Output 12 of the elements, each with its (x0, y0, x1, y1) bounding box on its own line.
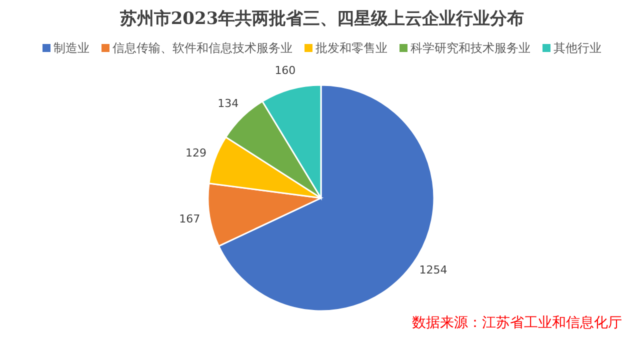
data-label: 167 (179, 212, 200, 226)
source-note: 数据来源：江苏省工业和信息化厅 (412, 315, 622, 331)
data-label: 129 (186, 146, 207, 160)
data-label: 160 (274, 64, 296, 77)
legend-label: 其他行业 (554, 41, 602, 55)
legend-label: 信息传输、软件和信息技术服务业 (112, 41, 292, 55)
data-label: 1254 (419, 263, 448, 276)
legend-label: 批发和零售业 (316, 41, 388, 55)
chart-title: 苏州市2023年共两批省三、四星级上云企业行业分布 (118, 9, 524, 29)
legend-label: 科学研究和技术服务业 (410, 41, 530, 55)
legend-label: 制造业 (54, 41, 90, 55)
data-label: 134 (218, 96, 239, 110)
